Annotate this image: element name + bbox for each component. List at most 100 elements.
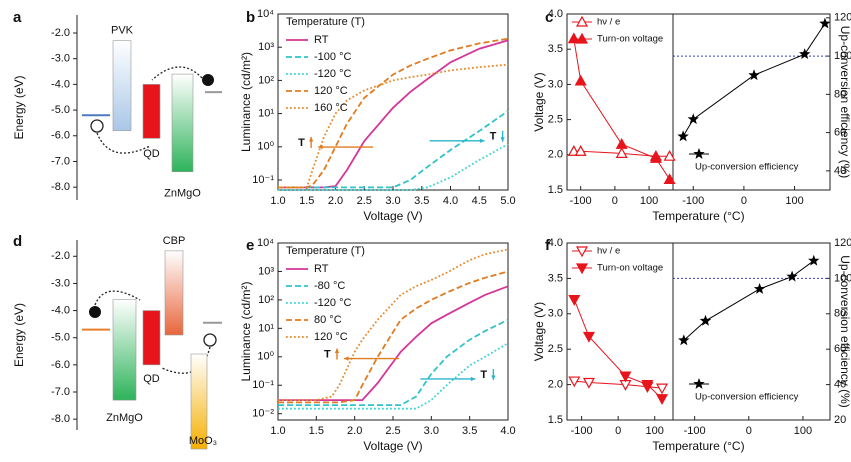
y-tick-label: 2.0 (548, 149, 563, 161)
y-tick-label: 10¹ (258, 108, 274, 120)
x-tick-label: 4.5 (472, 195, 487, 207)
y-tick-label: -6.0 (51, 130, 70, 142)
arrow-head (318, 144, 323, 150)
energy-band (164, 250, 184, 336)
arrow-head (500, 137, 505, 142)
marker (678, 334, 690, 346)
x-tick-label: 1.5 (299, 195, 314, 207)
y2-tick-label: 120 (834, 237, 851, 249)
y-tick-label: 3.5 (548, 272, 563, 284)
marker (693, 148, 705, 159)
x-tick-label: 100 (646, 425, 664, 437)
legend-label: RT (314, 34, 329, 46)
electron-path (94, 290, 141, 306)
x-tick-label: 4.0 (500, 425, 515, 437)
y-axis-label: Voltage (V) (532, 302, 546, 361)
hole-path (96, 132, 151, 154)
y-axis-label: Voltage (V) (532, 72, 546, 131)
y-tick-label: 10⁴ (257, 237, 274, 249)
y-axis-label: Energy (eV) (12, 303, 26, 367)
y-tick-label: 4.0 (548, 8, 563, 20)
legend-label: hν / e (597, 246, 620, 257)
arrow-head (344, 356, 349, 361)
series-line (278, 248, 509, 401)
y-tick-label: -4.0 (51, 304, 70, 316)
y2-tick-label: 100 (834, 50, 851, 62)
y-tick-label: 10³ (258, 41, 274, 53)
band-label: MoO₃ (189, 435, 217, 447)
x-axis-label: Temperature (°C) (652, 209, 744, 223)
marker (786, 270, 798, 282)
marker (568, 295, 581, 306)
y2-tick-label: 80 (834, 308, 846, 320)
marker (677, 130, 689, 142)
x-tick-label: 2.5 (357, 195, 372, 207)
y-tick-label: 10⁰ (257, 141, 274, 153)
x-tick-label: 0 (741, 195, 747, 207)
x-tick-label: 5.0 (500, 195, 515, 207)
y2-tick-label: 120 (834, 12, 851, 24)
marker (575, 246, 589, 258)
y-tick-label: 10² (258, 294, 274, 306)
x-tick-label: 3.5 (462, 425, 477, 437)
panel-label: b (246, 9, 255, 26)
marker (748, 69, 760, 81)
x-tick-label: 0 (746, 425, 752, 437)
series-line (278, 37, 509, 189)
y-tick-label: -5.0 (51, 104, 70, 116)
y-tick-label: 2.5 (548, 114, 563, 126)
y-tick-label: 3.0 (548, 78, 563, 90)
energy-band (112, 40, 132, 131)
x-tick-label: 0 (615, 425, 621, 437)
legend-label: Up-conversion efficiency (695, 392, 799, 403)
band-label: CBP (163, 235, 186, 247)
y2-tick-label: 20 (834, 414, 846, 426)
marker (568, 376, 581, 388)
y-tick-label: 10¹ (258, 322, 274, 334)
marker (649, 152, 662, 163)
series-line (278, 285, 509, 401)
y2-tick-label: 40 (834, 165, 846, 177)
panel-label: c (545, 9, 553, 26)
x-tick-label: 1.5 (309, 425, 324, 437)
y-tick-label: 1.5 (548, 414, 563, 426)
electron (89, 306, 101, 318)
marker (753, 283, 766, 294)
series-line (683, 260, 815, 341)
energy-band (142, 84, 161, 139)
marker (687, 113, 699, 125)
x-axis-label: Temperature (°C) (652, 439, 744, 453)
marker (582, 331, 595, 343)
marker (699, 314, 712, 326)
marker (619, 371, 632, 383)
y2-tick-label: 40 (834, 379, 846, 391)
y-tick-label: -5.0 (51, 332, 70, 344)
marker (574, 74, 587, 86)
energy-band (112, 299, 137, 401)
y2-tick-label: 60 (834, 127, 846, 139)
arrow-head (308, 137, 314, 142)
y-tick-label: 1.5 (548, 184, 563, 196)
series-line (278, 270, 509, 404)
marker (574, 145, 587, 156)
x-tick-label: 2.5 (385, 425, 400, 437)
x-tick-label: -100 (571, 425, 593, 437)
annotation: T (324, 348, 331, 360)
legend-label: -120 °C (314, 297, 351, 309)
series-line (278, 342, 509, 410)
x-tick-label: 100 (794, 425, 812, 437)
arrow-head (480, 138, 485, 143)
marker (575, 263, 589, 275)
band-label: QD (143, 148, 160, 160)
band-label: ZnMgO (164, 188, 201, 200)
electron (202, 74, 214, 86)
y2-tick-label: 100 (834, 272, 851, 284)
y-tick-label: -4.0 (51, 78, 70, 90)
x-tick-label: -100 (682, 195, 704, 207)
series-line (278, 318, 509, 406)
panel-label: f (545, 237, 551, 254)
plot-frame (566, 13, 831, 191)
x-tick-label: 0 (612, 195, 618, 207)
x-tick-label: 3.0 (385, 195, 400, 207)
y-tick-label: 2.5 (548, 343, 563, 355)
